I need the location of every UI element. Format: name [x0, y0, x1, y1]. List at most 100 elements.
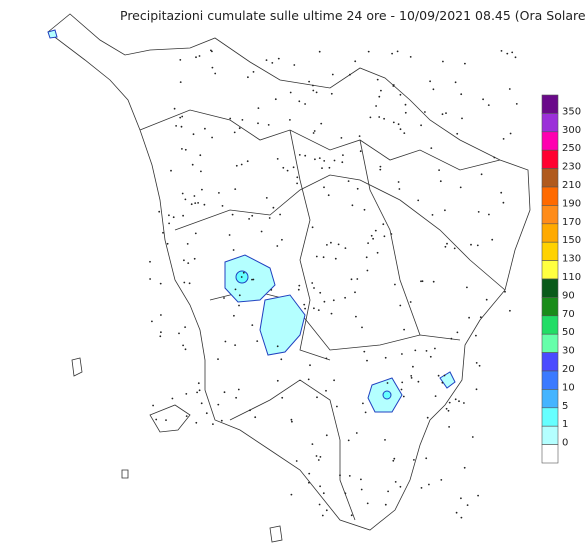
station-dot [235, 164, 238, 167]
station-dot [441, 113, 444, 116]
legend-label: 30 [562, 346, 575, 357]
station-dot [412, 365, 414, 368]
station-dot [268, 217, 271, 219]
station-dot [196, 391, 199, 394]
station-dot [193, 257, 196, 260]
station-dot [319, 291, 322, 294]
station-dot [360, 488, 363, 491]
station-dot [356, 278, 359, 280]
province-border [289, 129, 331, 361]
station-dot [172, 216, 175, 219]
station-dot [200, 402, 203, 405]
station-dot [442, 60, 444, 63]
station-dot [509, 309, 511, 312]
station-dot [374, 229, 377, 232]
station-dot [195, 56, 197, 59]
station-dot [445, 407, 448, 410]
station-dot [180, 125, 183, 128]
station-dot [248, 218, 251, 220]
station-dot [487, 104, 490, 106]
station-dot [437, 374, 440, 377]
station-dot [410, 377, 413, 379]
station-dot [409, 301, 412, 303]
station-dot [464, 62, 466, 65]
station-dot [322, 492, 325, 495]
station-dot [323, 186, 325, 189]
legend-swatch [541, 186, 559, 206]
station-dot [355, 432, 358, 434]
station-dot [429, 355, 432, 358]
station-dot [461, 117, 463, 120]
province-border [359, 139, 421, 336]
station-dot [238, 294, 241, 297]
station-dot [421, 280, 424, 283]
legend-swatch [541, 223, 559, 243]
station-dot [325, 434, 328, 437]
station-dot [234, 288, 237, 291]
island [71, 357, 83, 377]
station-dot [166, 242, 169, 245]
legend-label: 90 [562, 290, 575, 301]
station-dot [429, 80, 431, 83]
station-dot [265, 197, 268, 199]
legend-swatch [541, 278, 559, 298]
precip-area [47, 29, 58, 39]
station-dot [428, 483, 430, 486]
station-dot [181, 148, 183, 150]
station-dot [354, 60, 357, 63]
station-dots [149, 49, 518, 519]
station-dot [378, 95, 381, 98]
legend-label: 110 [562, 272, 581, 283]
station-dot [447, 409, 450, 412]
station-dot [158, 210, 161, 213]
station-dot [476, 244, 479, 247]
station-dot [401, 381, 404, 384]
station-dot [251, 214, 254, 217]
station-dot [312, 84, 314, 87]
station-dot [314, 158, 316, 161]
legend-label: 1 [562, 419, 568, 430]
station-dot [326, 244, 328, 246]
station-dot [183, 259, 185, 262]
station-dot [224, 340, 227, 343]
station-dot [502, 201, 505, 204]
station-dot [233, 314, 235, 317]
station-dot [404, 103, 407, 106]
station-dot [366, 502, 369, 505]
station-dot [160, 331, 162, 334]
station-dot [178, 332, 180, 335]
station-dot [363, 208, 366, 211]
station-dot [232, 249, 235, 251]
station-dot [399, 485, 402, 488]
station-dot [252, 71, 255, 73]
station-dot [311, 282, 314, 284]
station-dot [455, 511, 458, 514]
station-dot [298, 154, 301, 156]
station-dot [399, 93, 402, 96]
legend-label: 5 [562, 401, 568, 412]
station-dot [240, 276, 243, 278]
station-dot [251, 324, 254, 326]
station-dot [282, 166, 285, 169]
station-dot [441, 381, 444, 384]
station-dot [198, 389, 201, 392]
station-dot [394, 481, 397, 483]
station-dot [313, 307, 315, 310]
station-dot [488, 213, 490, 216]
station-dot [318, 503, 321, 506]
station-dot [330, 241, 332, 244]
station-dot [274, 98, 277, 101]
station-dot [398, 188, 401, 190]
station-dot [334, 257, 337, 260]
station-dot [316, 396, 318, 399]
station-dot [468, 316, 470, 319]
legend-swatch [541, 131, 559, 151]
station-dot [446, 242, 448, 245]
station-dot [319, 485, 321, 488]
station-dot [321, 167, 323, 170]
station-dot [430, 147, 433, 150]
station-dot [318, 157, 321, 160]
station-dot [184, 198, 187, 201]
station-dot [358, 135, 361, 138]
